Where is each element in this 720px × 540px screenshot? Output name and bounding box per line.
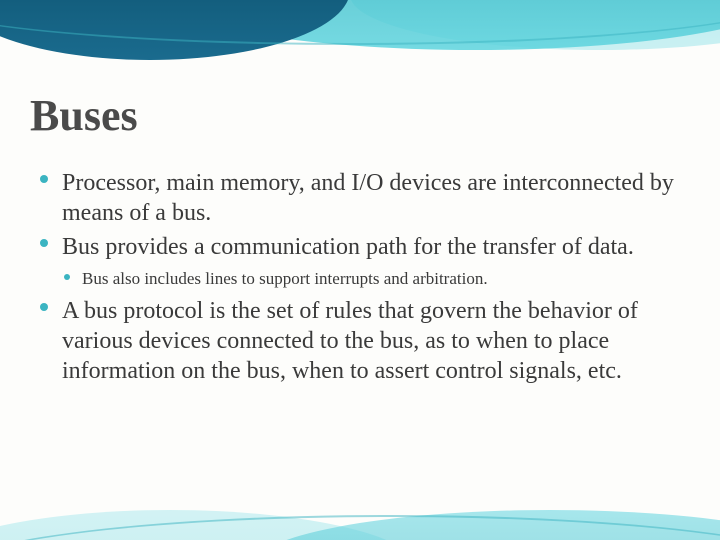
slide-body: Processor, main memory, and I/O devices … [40, 168, 680, 390]
bullet-list: Processor, main memory, and I/O devices … [40, 168, 680, 386]
sub-bullet-list: Bus also includes lines to support inter… [62, 268, 680, 290]
bullet-text: Processor, main memory, and I/O devices … [62, 170, 674, 226]
sub-bullet-item: Bus also includes lines to support inter… [62, 268, 680, 290]
bullet-item: A bus protocol is the set of rules that … [40, 296, 680, 386]
bullet-item: Bus provides a communication path for th… [40, 232, 680, 290]
top-wave-decoration [0, 0, 720, 75]
bullet-text: Bus provides a communication path for th… [62, 234, 634, 260]
bullet-item: Processor, main memory, and I/O devices … [40, 168, 680, 228]
sub-bullet-text: Bus also includes lines to support inter… [82, 269, 488, 288]
bottom-wave-decoration [0, 490, 720, 540]
slide-title: Buses [30, 90, 138, 141]
slide: Buses Processor, main memory, and I/O de… [0, 0, 720, 540]
bullet-text: A bus protocol is the set of rules that … [62, 298, 638, 384]
